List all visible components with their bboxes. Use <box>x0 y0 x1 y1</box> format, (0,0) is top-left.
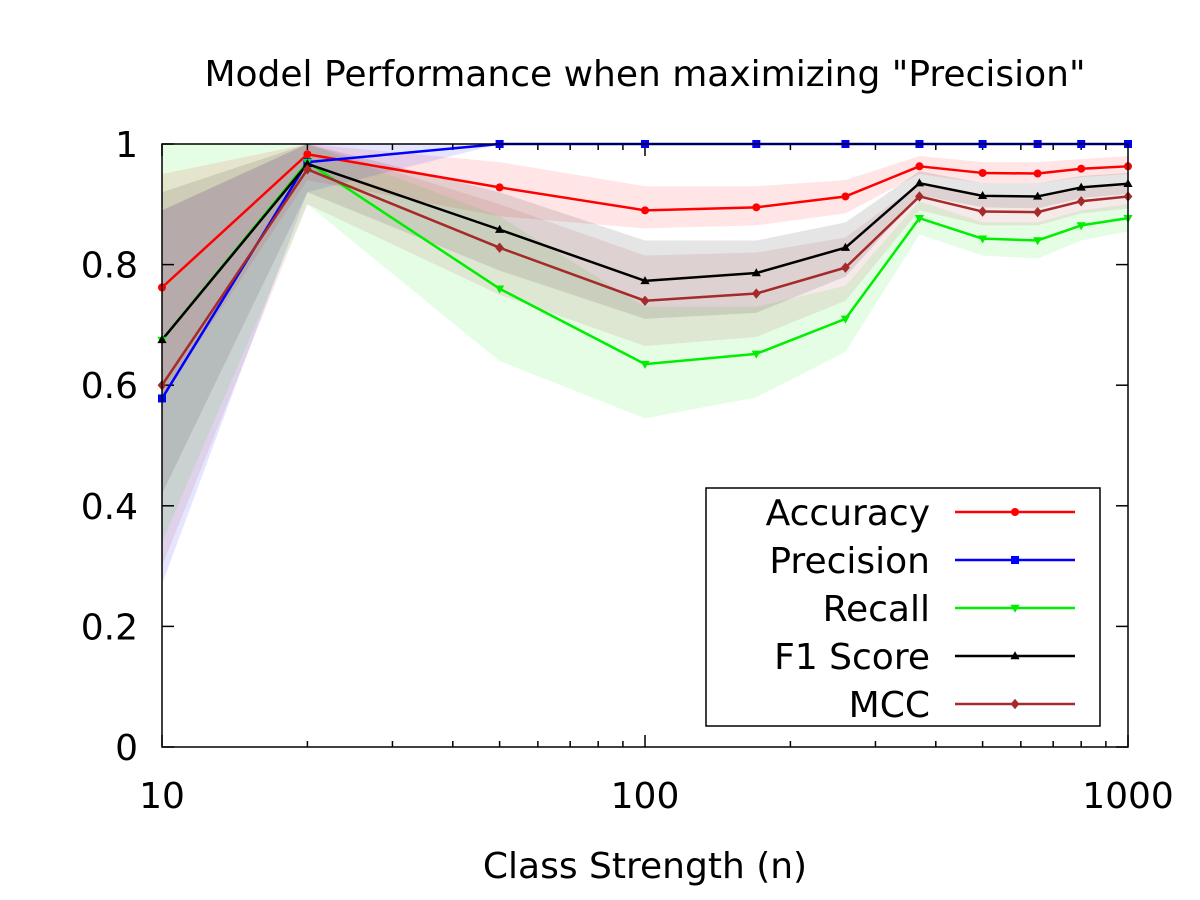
point-recall <box>640 360 650 369</box>
band-recall <box>162 144 1128 542</box>
point-accuracy <box>915 162 924 171</box>
x-axis-label: Class Strength (n) <box>483 846 807 887</box>
point-mcc <box>1076 196 1086 207</box>
y-tick-label: 0.2 <box>81 607 138 648</box>
confidence-bands <box>162 144 1128 585</box>
point-accuracy <box>841 192 850 201</box>
point-accuracy <box>1033 169 1042 178</box>
legend-marker-precision <box>1011 556 1019 564</box>
band-accuracy <box>162 144 1128 398</box>
point-f1-score <box>751 268 761 277</box>
legend-label-precision: Precision <box>769 541 930 582</box>
legend-marker-recall <box>1010 604 1020 613</box>
point-f1-score <box>495 224 505 233</box>
point-mcc <box>495 242 505 253</box>
point-accuracy <box>303 150 312 159</box>
point-mcc <box>1033 206 1043 218</box>
point-accuracy <box>978 168 987 177</box>
point-mcc <box>915 191 924 202</box>
point-mcc <box>978 206 988 217</box>
legend-marker-f1-score <box>1010 651 1020 660</box>
x-tick-label: 1000 <box>1082 776 1174 817</box>
legend-marker-accuracy <box>1011 508 1019 516</box>
y-tick-label: 0 <box>115 728 138 769</box>
point-f1-score <box>302 159 312 168</box>
point-recall <box>495 285 505 294</box>
point-f1-score <box>914 178 925 187</box>
point-mcc <box>751 288 761 299</box>
point-f1-score <box>1076 182 1086 191</box>
x-tick-label: 10 <box>139 776 185 817</box>
point-recall <box>978 235 988 244</box>
legend-label-recall: Recall <box>823 589 930 630</box>
point-recall <box>914 214 925 223</box>
y-tick-label: 0.4 <box>81 487 138 528</box>
legend-label-accuracy: Accuracy <box>766 493 930 534</box>
point-mcc <box>640 295 650 306</box>
plot-frame <box>161 143 1129 748</box>
point-f1-score <box>978 191 988 200</box>
point-f1-score <box>640 276 650 285</box>
point-f1-score <box>1033 191 1043 200</box>
band-mcc <box>162 144 1128 567</box>
band-precision <box>162 144 1128 585</box>
legend-label-mcc: MCC <box>849 685 930 726</box>
point-accuracy <box>752 203 761 212</box>
point-f1-score <box>840 242 851 251</box>
point-mcc <box>302 164 312 175</box>
band-f1-score <box>162 144 1128 494</box>
point-recall <box>840 315 851 324</box>
y-tick-label: 0.6 <box>81 366 138 407</box>
legend-label-f1-score: F1 Score <box>774 637 930 678</box>
y-tick-label: 1 <box>115 125 138 166</box>
point-mcc <box>841 262 850 273</box>
point-recall <box>1076 222 1086 231</box>
legend: Accuracy Precision Recall F1 Score MCC <box>705 487 1101 727</box>
x-tick-label: 100 <box>611 776 680 817</box>
chart-title: Model Performance when maximizing "Preci… <box>204 54 1085 95</box>
point-accuracy <box>495 183 504 192</box>
point-recall <box>1033 237 1043 246</box>
point-recall <box>751 350 761 359</box>
point-accuracy <box>641 206 649 215</box>
point-accuracy <box>1077 164 1086 173</box>
y-tick-label: 0.8 <box>81 246 138 287</box>
legend-marker-mcc <box>1010 698 1020 710</box>
tick-labels: 0 0.2 0.4 0.6 0.8 1 10 100 1000 <box>81 125 1174 817</box>
